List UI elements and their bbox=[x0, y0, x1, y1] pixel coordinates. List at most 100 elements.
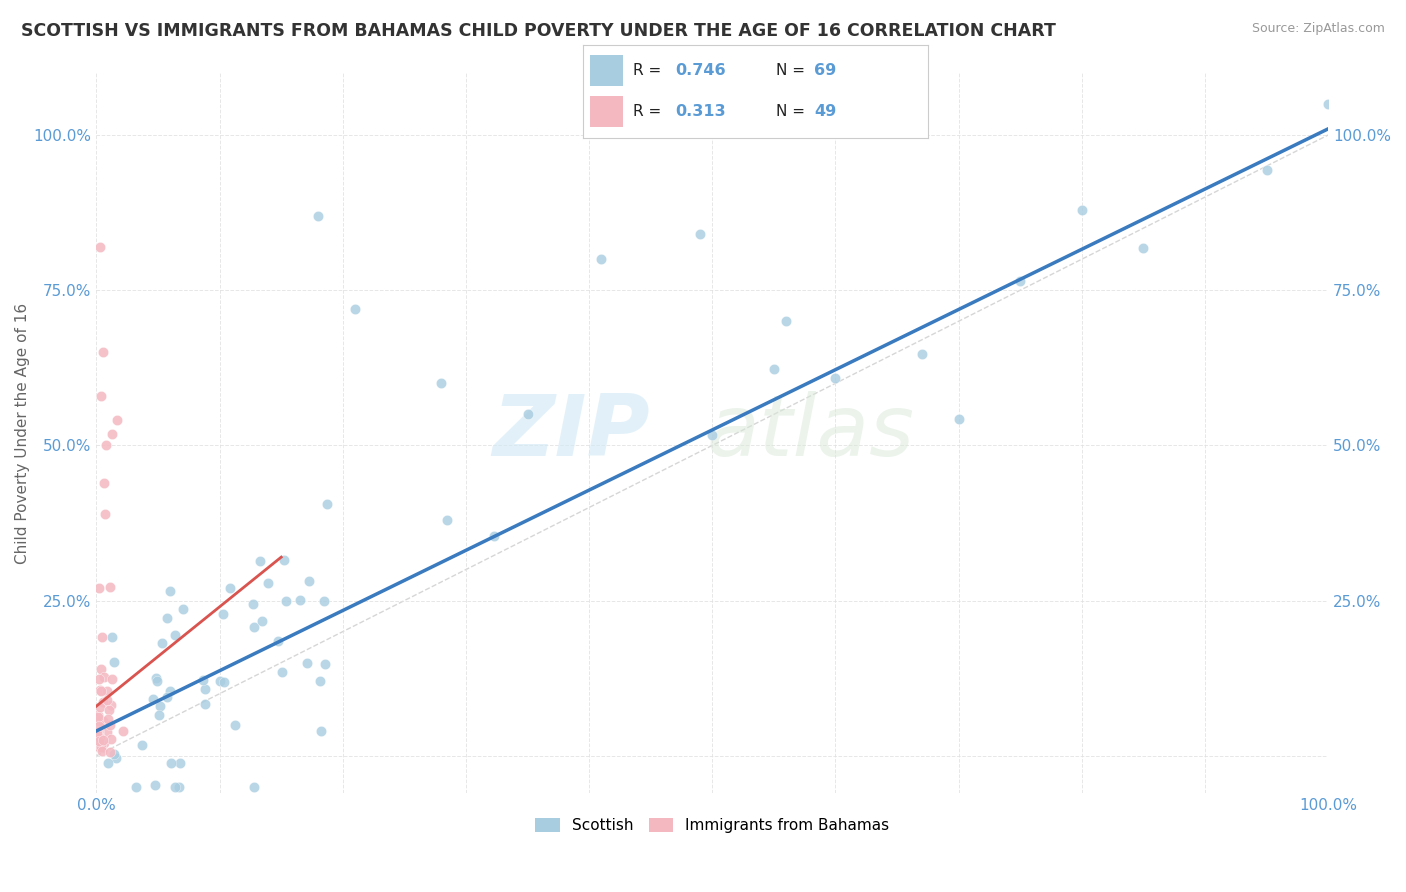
Point bbox=[93, 475, 115, 490]
Point bbox=[312, 593, 335, 607]
Text: 0.313: 0.313 bbox=[675, 104, 725, 119]
Point bbox=[105, 750, 128, 764]
Point bbox=[482, 529, 505, 543]
Point bbox=[96, 693, 118, 707]
Point bbox=[91, 345, 114, 359]
Point bbox=[308, 673, 330, 688]
Point bbox=[249, 553, 271, 567]
Point bbox=[298, 574, 321, 589]
Point bbox=[242, 620, 264, 634]
Legend: Scottish, Immigrants from Bahamas: Scottish, Immigrants from Bahamas bbox=[529, 812, 896, 839]
Point bbox=[100, 698, 122, 712]
Point bbox=[97, 712, 120, 726]
Text: N =: N = bbox=[776, 104, 810, 119]
Point bbox=[86, 732, 108, 747]
Point bbox=[191, 673, 214, 688]
Point bbox=[194, 682, 217, 697]
Point bbox=[91, 744, 114, 758]
Point bbox=[1010, 274, 1032, 288]
Point bbox=[156, 690, 179, 705]
Point bbox=[90, 739, 112, 754]
Point bbox=[98, 717, 121, 731]
FancyBboxPatch shape bbox=[591, 55, 623, 86]
Point bbox=[314, 657, 336, 672]
Point bbox=[101, 427, 124, 442]
Point bbox=[96, 683, 118, 698]
Point bbox=[87, 725, 110, 739]
Point bbox=[211, 607, 233, 622]
Point bbox=[90, 661, 112, 675]
Point bbox=[96, 438, 118, 452]
Point bbox=[172, 602, 194, 616]
Point bbox=[208, 673, 231, 688]
Point bbox=[87, 730, 110, 744]
Point bbox=[775, 314, 797, 328]
Point bbox=[112, 723, 135, 738]
Point bbox=[98, 745, 121, 759]
Point bbox=[94, 507, 117, 521]
Point bbox=[169, 756, 191, 770]
Point bbox=[100, 673, 122, 687]
Point bbox=[87, 581, 110, 595]
Point bbox=[309, 723, 332, 738]
Point bbox=[1070, 202, 1092, 217]
Point bbox=[689, 227, 711, 242]
Point bbox=[148, 707, 170, 722]
Point bbox=[146, 673, 169, 688]
Point bbox=[90, 389, 112, 403]
Point bbox=[430, 376, 453, 391]
Point bbox=[150, 636, 173, 650]
Text: R =: R = bbox=[634, 62, 666, 78]
Point bbox=[87, 734, 110, 748]
Point bbox=[516, 408, 538, 422]
Point bbox=[90, 684, 112, 698]
Point bbox=[257, 576, 280, 591]
Point bbox=[911, 347, 934, 361]
Y-axis label: Child Poverty Under the Age of 16: Child Poverty Under the Age of 16 bbox=[15, 302, 30, 564]
Point bbox=[297, 656, 319, 670]
Point bbox=[167, 780, 190, 794]
Point bbox=[89, 724, 111, 739]
Point bbox=[86, 726, 108, 740]
Point bbox=[242, 597, 264, 611]
Point bbox=[86, 707, 108, 722]
Text: 69: 69 bbox=[814, 62, 837, 78]
Point bbox=[159, 583, 181, 598]
Point bbox=[762, 362, 785, 376]
Point bbox=[219, 582, 242, 596]
Point bbox=[142, 692, 165, 706]
Point bbox=[89, 699, 111, 714]
Text: N =: N = bbox=[776, 62, 810, 78]
Text: atlas: atlas bbox=[707, 392, 915, 475]
Text: R =: R = bbox=[634, 104, 666, 119]
Point bbox=[145, 778, 167, 792]
Point bbox=[224, 718, 246, 732]
Text: 0.746: 0.746 bbox=[675, 62, 725, 78]
Point bbox=[824, 371, 846, 385]
Point bbox=[98, 703, 121, 717]
Point bbox=[89, 731, 111, 745]
Point bbox=[101, 630, 124, 644]
Point bbox=[315, 497, 337, 511]
Text: SCOTTISH VS IMMIGRANTS FROM BAHAMAS CHILD POVERTY UNDER THE AGE OF 16 CORRELATIO: SCOTTISH VS IMMIGRANTS FROM BAHAMAS CHIL… bbox=[21, 22, 1056, 40]
Point bbox=[87, 719, 110, 733]
Point bbox=[702, 428, 724, 442]
FancyBboxPatch shape bbox=[591, 96, 623, 127]
Point bbox=[89, 683, 111, 698]
Point bbox=[87, 728, 110, 742]
Point bbox=[149, 699, 172, 714]
Point bbox=[87, 672, 110, 686]
Point bbox=[98, 580, 121, 594]
Point bbox=[96, 725, 118, 739]
Point bbox=[97, 756, 120, 770]
Point bbox=[145, 671, 167, 685]
Point bbox=[274, 594, 297, 608]
Point bbox=[89, 731, 111, 745]
Point bbox=[103, 747, 125, 761]
Point bbox=[163, 627, 186, 641]
Text: 49: 49 bbox=[814, 104, 837, 119]
Point bbox=[307, 209, 329, 223]
Point bbox=[93, 736, 115, 750]
Point bbox=[194, 697, 217, 711]
Point bbox=[90, 630, 112, 644]
